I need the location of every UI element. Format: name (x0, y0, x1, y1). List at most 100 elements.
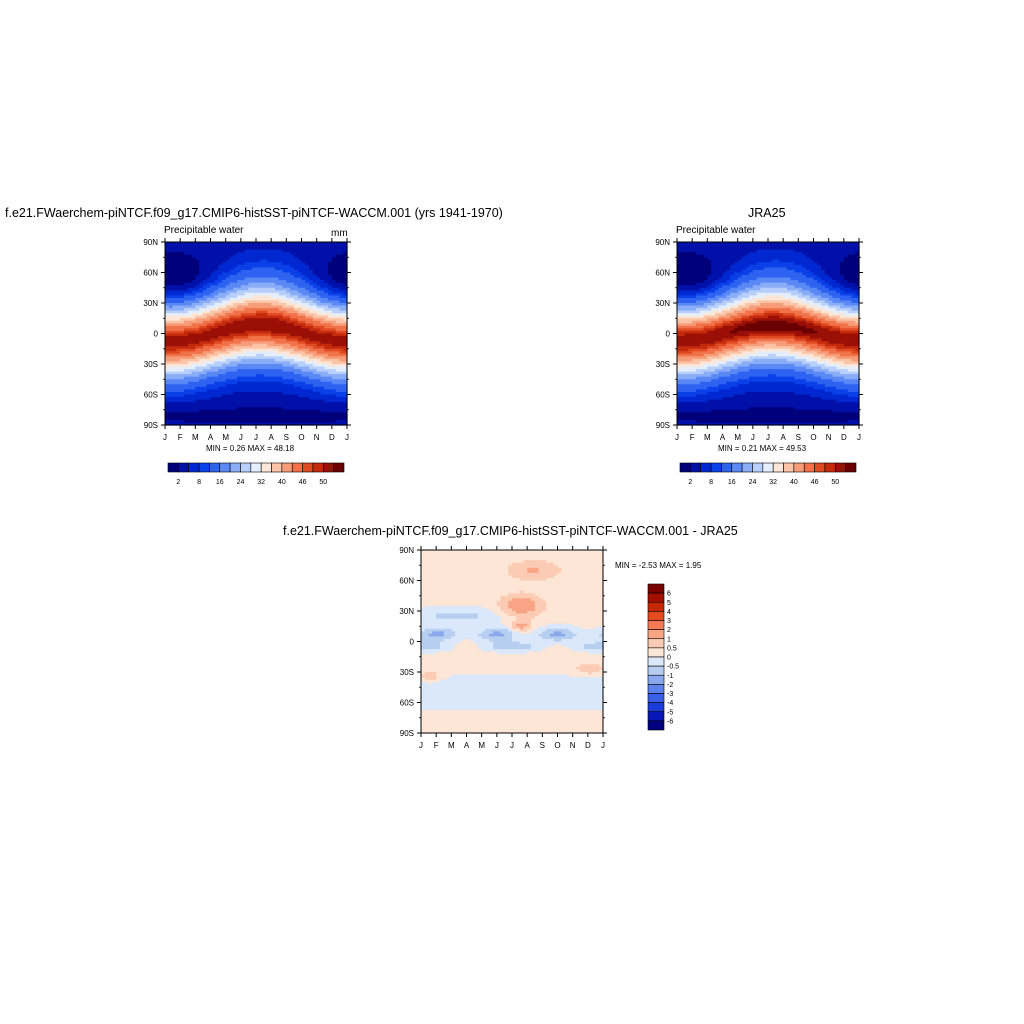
panel2-cell (824, 264, 830, 269)
panel1-cell (331, 389, 337, 393)
panel1-cell (214, 300, 219, 304)
panel1-cell (237, 343, 242, 347)
panel1-cell (233, 417, 238, 421)
panel1-cell (176, 336, 181, 340)
panel2-cell (843, 300, 849, 304)
panel2-cell (688, 259, 693, 263)
panel2-cell (722, 300, 727, 304)
panel1-cell (214, 257, 219, 261)
panel1-cell (309, 249, 314, 253)
panel1-cell (252, 412, 257, 416)
panel1-cell (331, 297, 337, 302)
panel1-cell (335, 397, 341, 401)
panel1-cell (339, 282, 344, 286)
panel1-cell (229, 341, 234, 345)
panel1-cell (202, 407, 208, 411)
panel1-cell (312, 300, 318, 304)
panel1-cell (248, 397, 253, 401)
panel2-cell (726, 282, 731, 286)
panel1-cell (274, 376, 280, 380)
panel1-cell (240, 397, 246, 401)
panel2-cell (730, 303, 735, 307)
panel2-cell (695, 295, 701, 299)
panel1-cell (202, 404, 208, 408)
panel1-cell (183, 422, 189, 426)
panel1-cell (343, 371, 348, 375)
panel1-cell (293, 277, 299, 281)
panel2-cell (786, 310, 792, 314)
panel1-cell (248, 384, 253, 388)
panel1-cell (195, 399, 200, 403)
panel1-cell (172, 249, 177, 253)
panel1-cell (331, 330, 337, 335)
panel2-cell (813, 247, 818, 251)
panel1-cell (335, 381, 341, 385)
panel2-cell (722, 275, 727, 279)
panel1-cell (214, 323, 219, 327)
panel1-cell (218, 371, 223, 375)
panel1-cell (267, 320, 272, 324)
panel2-cell (711, 247, 716, 251)
panel1-cell (339, 305, 344, 309)
panel2-cell (737, 292, 743, 296)
panel1-cell (267, 252, 272, 256)
panel1-cell (335, 376, 341, 380)
panel2-cell (790, 290, 796, 294)
panel2-cell (794, 259, 799, 263)
panel2-cell (805, 259, 811, 263)
panel1-cell (218, 361, 223, 365)
panel2-cell (828, 252, 834, 256)
panel1-cell (339, 310, 344, 314)
panel2-cell (824, 247, 830, 251)
panel1-cell (312, 318, 318, 322)
panel1-cell (271, 417, 276, 421)
panel1-cell (316, 275, 322, 279)
panel1-cell (343, 343, 348, 347)
panel1-cell (305, 315, 310, 319)
panel1-cell (324, 315, 329, 319)
panel1-cell (168, 249, 174, 253)
panel2-cell (824, 290, 830, 294)
panel1-cell (282, 287, 287, 291)
panel1-cell (165, 379, 170, 383)
panel1-cell (293, 315, 299, 319)
panel1-cell (199, 254, 204, 258)
panel1-cell (206, 305, 212, 309)
panel1-cell (324, 244, 329, 248)
panel2-cell (695, 282, 701, 286)
panel1-cell (214, 313, 219, 317)
panel1-cell (210, 397, 215, 401)
panel1-cell (256, 297, 261, 302)
panel2-cell (764, 305, 769, 309)
panel2-cell (813, 297, 818, 302)
panel1-cell (343, 300, 348, 304)
panel1-cell (244, 422, 250, 426)
panel1-cell (335, 313, 341, 317)
panel1-cell (320, 315, 325, 319)
panel2-cell (783, 264, 788, 269)
panel1-cell (180, 272, 185, 276)
panel1-cell (297, 282, 303, 286)
panel1-cell (259, 346, 265, 350)
panel2-cell (775, 242, 780, 246)
panel1-cell (328, 341, 333, 345)
panel1-cell (218, 290, 223, 294)
panel2-cell (855, 249, 860, 253)
panel2-cell (711, 310, 716, 314)
panel1-cell (335, 315, 341, 319)
panel2-cell (718, 310, 724, 314)
panel1-cell (335, 264, 341, 269)
panel1-cell (263, 366, 268, 370)
panel1-cell (293, 343, 299, 347)
panel1-cell (263, 257, 268, 261)
panel1-cell (290, 290, 295, 294)
panel2-cell (730, 262, 735, 266)
panel2-cell (737, 308, 743, 312)
panel1-cell (328, 361, 333, 365)
panel1-cell (343, 310, 348, 314)
panel2-cell (847, 242, 853, 246)
panel1-cell (305, 356, 310, 360)
panel1-cell (225, 254, 231, 258)
panel1-cell (202, 300, 208, 304)
panel1-cell (248, 313, 253, 317)
